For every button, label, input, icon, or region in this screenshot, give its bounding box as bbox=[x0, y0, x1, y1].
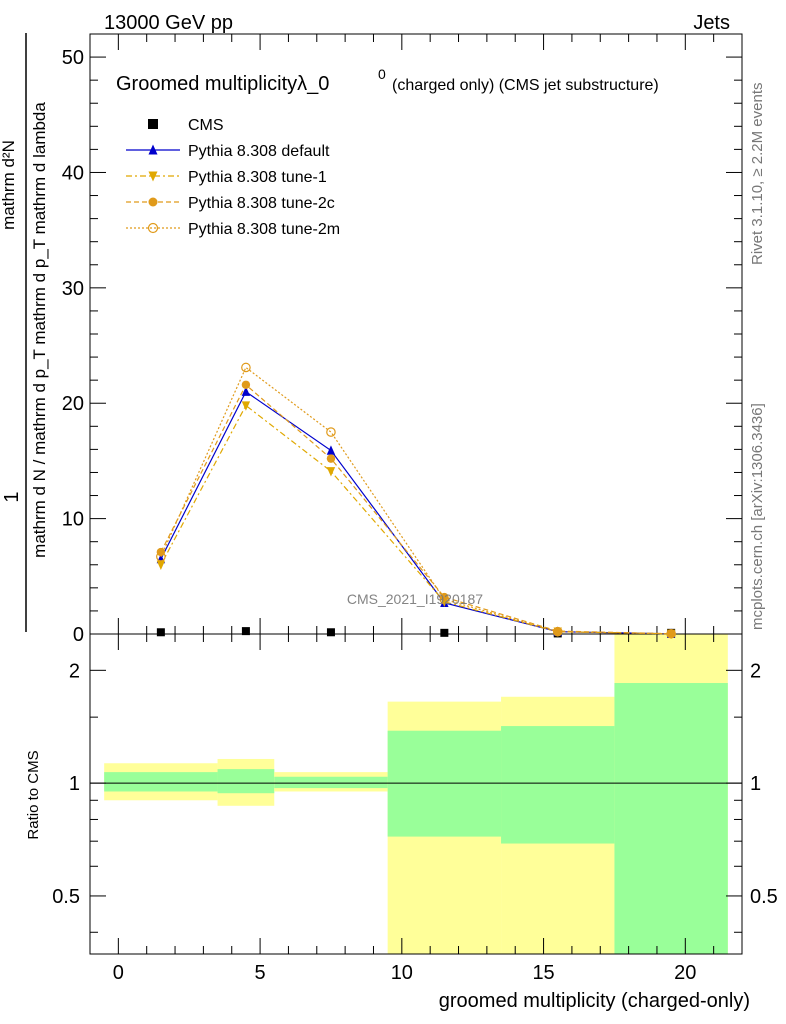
ratio-bands bbox=[104, 634, 728, 954]
series-marker bbox=[440, 628, 449, 637]
series-marker bbox=[666, 628, 676, 639]
category-label: Jets bbox=[693, 12, 730, 34]
legend-label: Pythia 8.308 tune-1 bbox=[188, 169, 327, 186]
energy-label: 13000 GeV pp bbox=[104, 12, 233, 34]
series-marker bbox=[156, 628, 165, 637]
series-marker bbox=[326, 467, 336, 477]
series-marker bbox=[156, 560, 166, 570]
ratio-plot-frame bbox=[89, 633, 743, 955]
ratio-band-green bbox=[501, 726, 615, 844]
legend-entry: Pythia 8.308 default bbox=[126, 143, 330, 160]
ratio-y-tick-label-right: 1 bbox=[750, 773, 761, 795]
legend-entry: Pythia 8.308 tune-2c bbox=[126, 195, 335, 212]
y-tick-label: 30 bbox=[62, 278, 84, 300]
x-tick-label: 20 bbox=[674, 962, 696, 984]
ratio-y-tick-label: 1 bbox=[69, 773, 80, 795]
legend-label: Pythia 8.308 default bbox=[188, 143, 330, 160]
series-line bbox=[160, 366, 672, 635]
source-label: mcplots.cern.ch [arXiv:1306.3436] bbox=[749, 403, 766, 630]
series-marker bbox=[148, 197, 158, 207]
legend: CMS Pythia 8.308 default Pythia 8.308 tune… bbox=[126, 117, 340, 238]
series-marker bbox=[147, 222, 159, 234]
series-marker bbox=[326, 445, 336, 455]
data-series bbox=[156, 362, 676, 639]
ratio-band-green bbox=[217, 769, 275, 794]
series-marker bbox=[156, 551, 166, 562]
series-marker bbox=[241, 401, 251, 411]
y-tick-label: 0 bbox=[73, 624, 84, 646]
rivet-label: Rivet 3.1.10, ≥ 2.2M events bbox=[749, 83, 766, 266]
ylabel-denominator: mathrm d N / mathrm d p_T mathrm d p_T m… bbox=[30, 102, 49, 558]
y-tick-label: 40 bbox=[62, 162, 84, 184]
series-marker bbox=[326, 454, 336, 463]
title-superscript: 0 bbox=[378, 66, 386, 82]
series-marker bbox=[326, 427, 336, 437]
x-tick-label: 5 bbox=[255, 962, 266, 984]
series-marker bbox=[148, 119, 158, 129]
watermark: CMS_2021_I1920187 bbox=[347, 591, 483, 607]
x-tick-label: 15 bbox=[532, 962, 554, 984]
ratio-ylabel: Ratio to CMS bbox=[25, 750, 42, 839]
ratio-band-green bbox=[614, 683, 728, 954]
legend-label: Pythia 8.308 tune-2c bbox=[188, 195, 335, 212]
ratio-y-tick-label-right: 2 bbox=[750, 660, 761, 682]
title-note: (charged only) (CMS jet substructure) bbox=[392, 77, 659, 94]
ylabel-numerator: mathrm d²N bbox=[0, 140, 18, 230]
legend-label: Pythia 8.308 tune-2m bbox=[188, 221, 340, 238]
legend-entry: CMS bbox=[148, 117, 224, 134]
legend-label: CMS bbox=[188, 117, 224, 134]
axis-ticks: 0 10 20 30 40 50 0 5 10 15 20 0.5 0.5 1 1 2 2 bbox=[52, 33, 778, 984]
y-tick-label: 10 bbox=[62, 509, 84, 531]
legend-entry: Pythia 8.308 tune-2m bbox=[126, 221, 340, 238]
xlabel: groomed multiplicity (charged-only) bbox=[439, 990, 750, 1012]
plot-title: Groomed multiplicityλ_0 0 (charged only)… bbox=[116, 66, 659, 95]
y-tick-label: 50 bbox=[62, 47, 84, 69]
series-marker bbox=[241, 386, 251, 396]
ratio-y-tick-label: 0.5 bbox=[52, 886, 80, 908]
series-marker bbox=[439, 594, 450, 605]
series-4 bbox=[156, 362, 676, 639]
ratio-y-tick-label: 2 bbox=[69, 660, 80, 682]
ratio-y-tick-label-right: 0.5 bbox=[750, 886, 778, 908]
y-tick-label: 20 bbox=[62, 393, 84, 415]
ratio-band-green bbox=[104, 772, 218, 792]
series-marker bbox=[666, 629, 676, 638]
series-marker bbox=[553, 626, 562, 636]
series-marker bbox=[241, 362, 251, 373]
x-tick-label: 0 bbox=[113, 962, 124, 984]
series-marker bbox=[148, 171, 158, 182]
ratio-band-green bbox=[387, 730, 502, 837]
series-marker bbox=[440, 592, 449, 602]
series-marker bbox=[241, 627, 250, 636]
ylabel-one: 1 bbox=[1, 491, 23, 502]
series-marker bbox=[326, 628, 335, 637]
legend-entry: Pythia 8.308 tune-1 bbox=[126, 169, 327, 186]
ratio-band-green bbox=[274, 776, 388, 789]
title-main: Groomed multiplicityλ_0 bbox=[116, 73, 329, 95]
series-marker bbox=[148, 144, 158, 155]
main-ylabel: 1 mathrm d N / mathrm d p_T mathrm d p_T… bbox=[0, 33, 49, 632]
x-tick-label: 10 bbox=[391, 962, 413, 984]
series-marker bbox=[552, 626, 563, 637]
series-marker bbox=[241, 380, 251, 389]
